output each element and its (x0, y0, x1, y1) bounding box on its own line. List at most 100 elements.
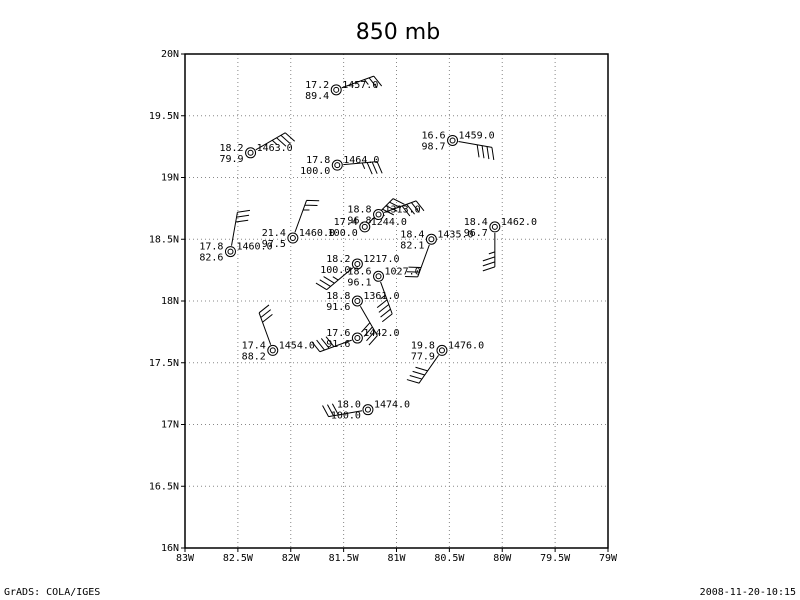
wind-barb (406, 355, 439, 384)
station-marker-inner (361, 223, 368, 230)
station-temp: 18.2 (219, 143, 243, 154)
wind-barb (383, 200, 425, 217)
wind-barb (294, 199, 320, 233)
station-rh: 82.1 (400, 240, 424, 251)
wind-barb (341, 75, 383, 89)
station-rh: 100.0 (331, 411, 361, 422)
station-temp: 17.4 (334, 217, 358, 228)
station-height: 1460.0 (236, 242, 272, 253)
station-marker-inner (334, 162, 341, 169)
y-tick-label: 19.5N (149, 111, 179, 122)
station-marker-inner (438, 347, 445, 354)
station-marker (245, 147, 257, 159)
footer-left: GrADS: COLA/IGES (4, 587, 100, 598)
station-temp: 18.4 (400, 229, 424, 240)
station-temp: 19.8 (411, 340, 435, 351)
station-height: 1464.0 (343, 155, 379, 166)
wind-barb (258, 304, 273, 345)
station-height: 1442.0 (363, 328, 399, 339)
wind-barb (231, 209, 251, 246)
station-height: 1459.0 (459, 130, 495, 141)
station-marker (267, 344, 279, 356)
station-height: 1313.0 (385, 205, 421, 216)
station-marker-inner (269, 347, 276, 354)
station-height: 1474.0 (374, 400, 410, 411)
station-height: 1462.0 (501, 217, 537, 228)
station-temp: 18.2 (326, 254, 350, 265)
station-marker (362, 404, 374, 416)
station-marker-inner (428, 236, 435, 243)
station-height: 1361.0 (363, 291, 399, 302)
wind-barb (458, 140, 495, 160)
station-rh: 88.2 (242, 351, 266, 362)
station-marker-inner (375, 273, 382, 280)
station-marker-inner (364, 406, 371, 413)
station-temp: 21.4 (262, 228, 286, 239)
station-rh: 77.9 (411, 351, 435, 362)
y-tick-label: 20N (161, 49, 179, 60)
station-marker (359, 221, 371, 233)
y-tick-label: 17N (161, 420, 179, 431)
station-marker-inner (375, 211, 382, 218)
wind-barb (322, 403, 363, 418)
station-rh: 97.5 (262, 239, 286, 250)
station-rh: 79.9 (219, 154, 243, 165)
station-height: 1244.0 (371, 217, 407, 228)
station-rh: 98.7 (421, 141, 445, 152)
station-marker (351, 295, 363, 307)
station-marker-inner (491, 223, 498, 230)
station-marker (287, 232, 299, 244)
station-temp: 17.8 (199, 242, 223, 253)
station-rh: 96.8 (347, 216, 371, 227)
station-marker-inner (247, 149, 254, 156)
station-temp: 18.8 (347, 205, 371, 216)
station-marker (351, 258, 363, 270)
station-temp: 17.8 (306, 155, 330, 166)
map-title: 850 mb (356, 20, 440, 45)
footer-right: 2008-11-20-10:15 (700, 587, 796, 598)
x-tick-label: 80.5W (434, 553, 465, 564)
station-marker-inner (333, 86, 340, 93)
station-height: 1476.0 (448, 340, 484, 351)
station-marker-inner (289, 235, 296, 242)
station-temp: 17.2 (305, 80, 329, 91)
station-rh: 91.6 (326, 339, 350, 350)
wind-barb (343, 161, 383, 175)
x-tick-label: 81.5W (329, 553, 360, 564)
station-marker (447, 134, 459, 146)
station-marker-inner (227, 248, 234, 255)
x-tick-label: 83W (176, 553, 195, 564)
station-marker (224, 246, 236, 258)
station-rh: 96.1 (347, 277, 371, 288)
station-height: 1463.0 (257, 143, 293, 154)
map-frame (184, 53, 609, 549)
y-tick-label: 17.5N (149, 358, 179, 369)
station-marker (351, 332, 363, 344)
x-tick-label: 79.5W (540, 553, 571, 564)
y-tick-label: 16N (161, 543, 179, 554)
station-height: 1457.0 (342, 80, 378, 91)
station-height: 1435.0 (437, 229, 473, 240)
station-rh: 89.4 (305, 91, 329, 102)
x-tick-label: 81W (387, 553, 406, 564)
wind-barb (315, 267, 354, 291)
station-height: 1454.0 (279, 340, 315, 351)
x-tick-label: 80W (493, 553, 512, 564)
station-temp: 16.6 (421, 130, 445, 141)
wind-barb (482, 232, 496, 272)
station-temp: 18.8 (326, 291, 350, 302)
station-marker-inner (354, 298, 361, 304)
station-marker-inner (449, 137, 456, 144)
station-height: 1027.0 (385, 266, 421, 277)
y-tick-label: 16.5N (149, 481, 179, 492)
y-tick-label: 18N (161, 296, 179, 307)
station-marker (373, 209, 385, 221)
station-marker-inner (354, 335, 361, 342)
station-marker (330, 84, 342, 96)
station-rh: 100.0 (328, 228, 358, 239)
x-tick-label: 82W (282, 553, 301, 564)
x-tick-label: 82.5W (223, 553, 254, 564)
